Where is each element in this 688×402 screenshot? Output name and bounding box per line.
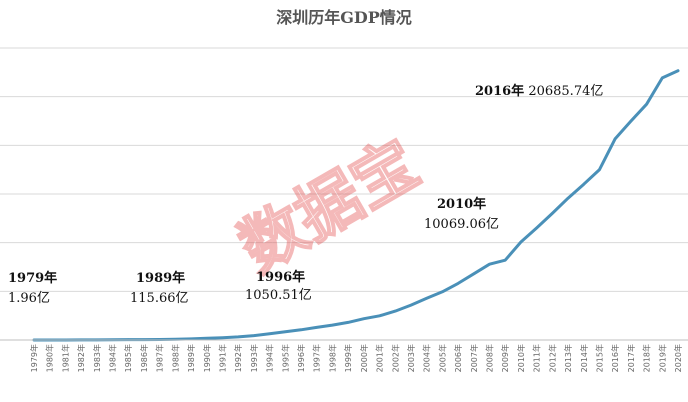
x-tick-label: 1993年 <box>249 344 259 372</box>
annotation-2016: 2016年 20685.74亿 <box>475 83 603 99</box>
annotation-2016-line1: 2016年 20685.74亿 <box>475 83 603 99</box>
data-point-2019年 <box>661 76 664 80</box>
data-point-1996年 <box>299 328 303 331</box>
watermark-stamp: 数据宝 <box>227 126 432 288</box>
x-tick-label: 2015年 <box>594 344 604 372</box>
x-tick-label: 1987年 <box>155 344 165 372</box>
annotation-1979: 1979年 1.96亿 <box>8 270 57 306</box>
data-point-2015年 <box>598 168 601 171</box>
x-tick-label: 2003年 <box>406 344 416 372</box>
x-tick-label: 2012年 <box>547 344 557 372</box>
data-point-2011年 <box>535 226 538 230</box>
x-tick-label: 1982年 <box>76 344 86 372</box>
data-point-2009年 <box>504 258 507 262</box>
annotation-1996-value: 1050.51亿 <box>245 288 312 303</box>
data-point-2007年 <box>472 272 476 275</box>
x-tick-label: 1992年 <box>233 344 243 372</box>
annotation-2016-year: 2016年 <box>475 83 524 99</box>
data-point-2005年 <box>441 290 444 294</box>
annotation-2010-year: 2010年 <box>437 196 486 212</box>
x-tick-label: 1988年 <box>170 344 180 372</box>
watermark-text: 数据宝 <box>228 127 431 287</box>
x-tick-label: 1997年 <box>312 344 322 372</box>
x-tick-label: 2010年 <box>516 344 526 372</box>
data-point-1997年 <box>315 326 318 329</box>
x-tick-label: 1990年 <box>202 344 212 372</box>
x-tick-label: 2018年 <box>642 344 652 372</box>
data-point-2000年 <box>362 317 366 320</box>
data-point-2014年 <box>582 183 585 186</box>
x-tick-label: 1996年 <box>296 344 306 372</box>
data-point-2016年 <box>613 137 617 140</box>
x-tick-label: 2004年 <box>422 344 432 372</box>
x-tick-label: 1994年 <box>265 344 275 372</box>
x-tick-label: 2013年 <box>563 344 573 372</box>
annotation-1979-year: 1979年 <box>8 270 57 286</box>
gridlines <box>0 47 688 292</box>
data-point-1991年 <box>221 336 224 339</box>
x-tick-label: 1984年 <box>108 344 118 372</box>
data-point-1993年 <box>252 334 256 337</box>
x-tick-label: 2017年 <box>626 344 636 372</box>
annotation-1989: 1989年 115.66亿 <box>130 270 189 306</box>
x-axis-tick-labels: 1979年 1980年 1981年 1982年 1983年 1984年 1985年 1986年… <box>29 344 683 372</box>
x-tick-label: 2000年 <box>359 344 369 372</box>
data-point-2013年 <box>566 196 570 200</box>
data-point-2012年 <box>551 212 554 215</box>
data-point-2001年 <box>378 314 381 318</box>
x-tick-label: 1995年 <box>280 344 290 372</box>
data-point-2010年 <box>519 240 523 244</box>
x-tick-label: 1980年 <box>45 344 55 372</box>
x-tick-label: 1985年 <box>123 344 133 372</box>
chart-title: 深圳历年GDP情况 <box>276 8 412 27</box>
x-tick-label: 1983年 <box>92 344 102 372</box>
x-tick-label: 2007年 <box>469 344 479 372</box>
data-point-2004年 <box>425 297 428 300</box>
x-tick-label: 1979年 <box>29 344 39 372</box>
data-point-1989年 <box>189 337 193 341</box>
data-point-1994年 <box>268 332 271 336</box>
data-point-1998年 <box>331 323 334 327</box>
x-tick-label: 2006年 <box>453 344 463 372</box>
x-tick-label: 2011年 <box>532 344 542 372</box>
data-point-2020年 <box>676 69 680 72</box>
x-tick-label: 1998年 <box>327 344 337 372</box>
data-point-1990年 <box>205 337 208 340</box>
x-tick-label: 1999年 <box>343 344 353 372</box>
x-tick-label: 2020年 <box>673 344 683 372</box>
annotation-1979-value: 1.96亿 <box>8 291 50 306</box>
data-point-2006年 <box>456 282 460 285</box>
x-tick-label: 2002年 <box>390 344 400 372</box>
annotation-1989-value: 115.66亿 <box>130 291 189 306</box>
data-point-1992年 <box>236 335 240 339</box>
x-tick-label: 1989年 <box>186 344 196 372</box>
annotation-2010-value: 10069.06亿 <box>424 217 499 232</box>
data-point-1995年 <box>284 330 287 333</box>
x-tick-label: 2019年 <box>657 344 667 372</box>
x-tick-label: 2005年 <box>437 344 447 372</box>
x-tick-label: 1981年 <box>60 344 70 372</box>
x-tick-label: 2009年 <box>500 344 510 372</box>
x-tick-label: 2016年 <box>610 344 620 372</box>
data-point-2017年 <box>629 119 633 123</box>
x-tick-label: 2008年 <box>485 344 495 372</box>
annotation-1996: 1996年 1050.51亿 <box>245 269 312 303</box>
x-tick-label: 2001年 <box>375 344 385 372</box>
data-point-2018年 <box>645 103 648 106</box>
data-point-1999年 <box>346 321 350 324</box>
data-point-2003年 <box>409 303 413 307</box>
data-point-2008年 <box>488 263 491 266</box>
x-tick-label: 1991年 <box>217 344 227 372</box>
annotation-1996-year: 1996年 <box>256 269 305 285</box>
annotation-2010: 2010年 10069.06亿 <box>424 196 499 232</box>
x-tick-label: 2014年 <box>579 344 589 372</box>
annotation-2016-value: 20685.74亿 <box>528 84 603 99</box>
annotation-1989-year: 1989年 <box>136 270 185 286</box>
x-tick-label: 1986年 <box>139 344 149 372</box>
data-point-2002年 <box>394 309 397 313</box>
